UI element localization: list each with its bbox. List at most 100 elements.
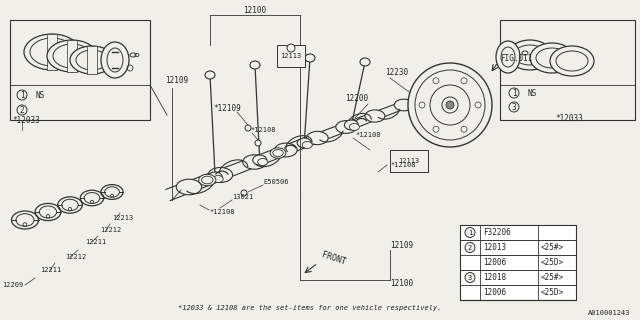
- Text: *12033 & 12108 are the set-items for one vehicle respectively.: *12033 & 12108 are the set-items for one…: [178, 305, 442, 311]
- Text: 3: 3: [512, 102, 516, 111]
- Text: 1: 1: [512, 89, 516, 98]
- Text: 12212: 12212: [65, 254, 86, 260]
- Ellipse shape: [101, 42, 129, 78]
- Text: 12109: 12109: [390, 241, 413, 250]
- Bar: [87, 46, 97, 74]
- Ellipse shape: [47, 40, 97, 72]
- Text: 12100: 12100: [243, 5, 267, 14]
- Ellipse shape: [208, 167, 232, 182]
- Text: *12033: *12033: [555, 114, 583, 123]
- Circle shape: [509, 88, 519, 98]
- Text: *12033: *12033: [12, 116, 40, 124]
- Text: <25#>: <25#>: [541, 273, 564, 282]
- Ellipse shape: [508, 40, 552, 70]
- Bar: [47, 34, 57, 70]
- Circle shape: [442, 97, 458, 113]
- Text: 12100: 12100: [390, 278, 413, 287]
- Text: 12200: 12200: [345, 93, 368, 102]
- Circle shape: [465, 243, 475, 252]
- Ellipse shape: [53, 44, 91, 68]
- Ellipse shape: [349, 124, 360, 131]
- Ellipse shape: [243, 155, 266, 169]
- Text: <25#>: <25#>: [541, 243, 564, 252]
- Circle shape: [241, 190, 247, 196]
- Circle shape: [415, 70, 485, 140]
- Ellipse shape: [208, 172, 222, 182]
- Text: 12113: 12113: [398, 158, 420, 164]
- Ellipse shape: [250, 61, 260, 69]
- Text: 12211: 12211: [85, 239, 106, 245]
- Text: *12108: *12108: [390, 162, 415, 168]
- Ellipse shape: [202, 176, 213, 184]
- Ellipse shape: [198, 174, 216, 186]
- Bar: [500, 20, 635, 120]
- Bar: [460, 225, 576, 300]
- Ellipse shape: [550, 46, 594, 76]
- Ellipse shape: [530, 43, 574, 73]
- Text: 12230: 12230: [385, 68, 408, 76]
- Text: 12109: 12109: [165, 76, 188, 84]
- Text: 12018: 12018: [483, 273, 506, 282]
- Text: FIG.011: FIG.011: [500, 53, 532, 62]
- Ellipse shape: [305, 54, 315, 62]
- Ellipse shape: [536, 48, 568, 68]
- Text: 12006: 12006: [483, 258, 506, 267]
- Text: 12213: 12213: [112, 215, 133, 221]
- Text: 12113: 12113: [280, 53, 301, 59]
- Ellipse shape: [70, 46, 114, 74]
- Ellipse shape: [24, 34, 80, 70]
- Circle shape: [509, 102, 519, 112]
- Text: NS: NS: [35, 91, 44, 100]
- Text: 12006: 12006: [483, 288, 506, 297]
- Text: <25D>: <25D>: [541, 288, 564, 297]
- Ellipse shape: [258, 158, 268, 165]
- Circle shape: [245, 125, 251, 131]
- Text: E50506: E50506: [263, 179, 289, 185]
- Ellipse shape: [496, 41, 520, 73]
- Ellipse shape: [394, 99, 413, 111]
- Text: *12108: *12108: [209, 209, 234, 215]
- Circle shape: [17, 105, 27, 115]
- Ellipse shape: [275, 143, 297, 157]
- Ellipse shape: [270, 148, 286, 158]
- Text: 1: 1: [468, 229, 472, 236]
- Ellipse shape: [176, 179, 202, 195]
- Ellipse shape: [253, 155, 267, 165]
- Ellipse shape: [107, 48, 123, 72]
- Ellipse shape: [213, 175, 223, 182]
- Text: 13021: 13021: [232, 194, 253, 200]
- Text: F32206: F32206: [483, 228, 511, 237]
- Circle shape: [465, 273, 475, 283]
- Text: FRONT: FRONT: [320, 250, 346, 266]
- Circle shape: [430, 85, 470, 125]
- Ellipse shape: [205, 71, 215, 79]
- Text: *12108: *12108: [355, 132, 381, 138]
- Bar: [277, 45, 305, 67]
- Circle shape: [287, 44, 295, 52]
- Circle shape: [255, 140, 261, 146]
- Text: *12109: *12109: [213, 103, 241, 113]
- Circle shape: [446, 101, 454, 109]
- Circle shape: [408, 63, 492, 147]
- Text: 2: 2: [468, 244, 472, 251]
- Ellipse shape: [360, 58, 370, 66]
- Text: 3: 3: [468, 275, 472, 281]
- Bar: [67, 40, 77, 72]
- Ellipse shape: [302, 141, 312, 148]
- Bar: [390, 150, 428, 172]
- Ellipse shape: [556, 51, 588, 71]
- Text: *12108: *12108: [250, 127, 275, 133]
- Bar: [10, 20, 150, 120]
- Ellipse shape: [365, 110, 385, 122]
- Ellipse shape: [76, 50, 108, 70]
- Text: 12212: 12212: [100, 227, 121, 233]
- Ellipse shape: [307, 132, 328, 145]
- Ellipse shape: [336, 121, 356, 133]
- Text: NS: NS: [527, 89, 536, 98]
- Text: A010001243: A010001243: [588, 310, 630, 316]
- Ellipse shape: [30, 38, 74, 66]
- Text: 12013: 12013: [483, 243, 506, 252]
- Text: 2: 2: [20, 106, 24, 115]
- Ellipse shape: [501, 47, 515, 67]
- Text: 1: 1: [20, 91, 24, 100]
